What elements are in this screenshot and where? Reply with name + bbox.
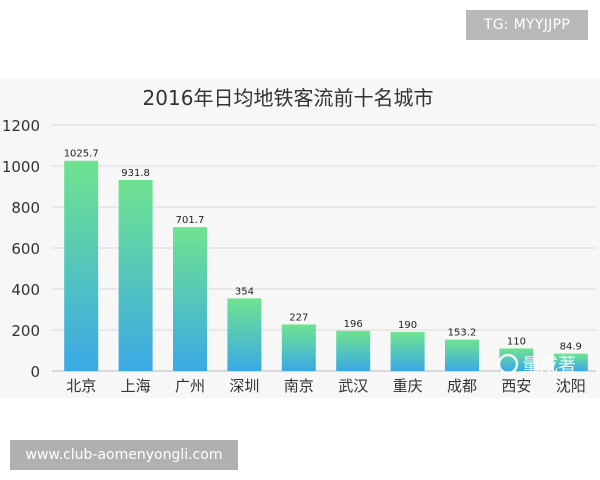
y-tick-label: 1000 [2, 158, 40, 176]
watermark-text: 量成著 [522, 355, 576, 376]
url-badge: www.club-aomenyongli.com [10, 440, 238, 470]
x-tick-label: 深圳 [229, 377, 259, 395]
bar [445, 339, 479, 371]
tg-badge: TG: MYYJJPP [466, 10, 588, 40]
x-tick-label: 沈阳 [556, 377, 586, 395]
y-tick-label: 800 [11, 199, 40, 217]
y-tick-label: 600 [11, 240, 40, 258]
y-tick-label: 400 [11, 281, 40, 299]
data-label: 931.8 [121, 168, 150, 179]
bar [390, 332, 425, 371]
data-label: 1025.7 [64, 149, 99, 160]
bar [173, 227, 207, 371]
bar [64, 160, 99, 371]
watermark: 量成著 [497, 353, 576, 376]
y-tick-label: 0 [30, 363, 40, 381]
x-tick-label: 武汉 [338, 377, 368, 395]
x-tick-label: 北京 [66, 377, 96, 395]
bars-layer [64, 160, 588, 371]
data-label: 227 [289, 312, 308, 323]
y-tick-label: 200 [11, 322, 40, 340]
x-tick-label: 上海 [121, 377, 151, 395]
data-label: 84.9 [560, 342, 582, 353]
chart-title: 2016年日均地铁客流前十名城市 [143, 86, 434, 110]
data-label: 153.2 [448, 328, 477, 339]
y-tick-label: 1200 [2, 117, 40, 135]
labels-layer: 1025.7 北京 931.8 上海 701.7 广州 354 深圳 227 南京 196 武汉 190… [64, 149, 586, 395]
x-tick-label: 西安 [501, 377, 531, 395]
bar [553, 353, 588, 371]
x-tick-label: 成都 [447, 377, 477, 395]
x-tick-label: 南京 [284, 377, 314, 395]
data-label: 701.7 [176, 215, 205, 226]
x-tick-label: 重庆 [393, 377, 423, 395]
bar [227, 298, 262, 371]
bar [118, 179, 153, 371]
data-label: 354 [235, 286, 254, 297]
data-label: 196 [344, 319, 363, 330]
data-label: 110 [507, 336, 526, 347]
bar [281, 324, 316, 371]
bar-chart: 2016年日均地铁客流前十名城市 0 200 400 600 800 1000 1200 1… [2, 86, 596, 395]
bar [336, 330, 371, 371]
chart-panel: 2016年日均地铁客流前十名城市 0 200 400 600 800 1000 1200 1… [0, 78, 600, 398]
x-tick-label: 广州 [175, 377, 205, 395]
data-label: 190 [398, 320, 417, 331]
watermark-circle-icon [497, 353, 519, 375]
